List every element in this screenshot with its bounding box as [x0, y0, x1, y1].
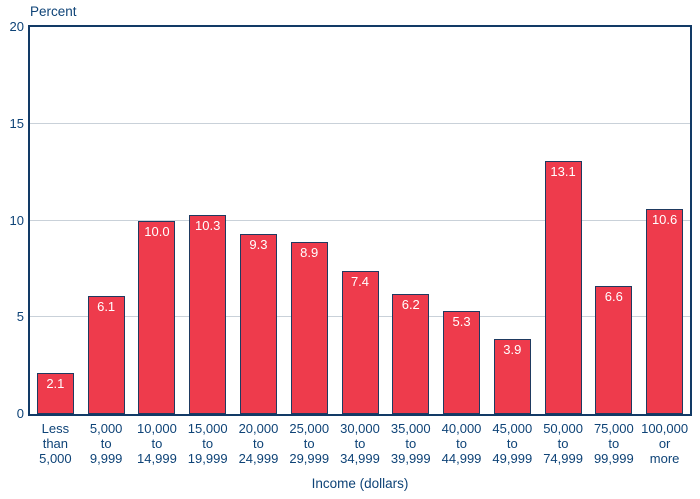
gridline	[30, 219, 690, 221]
x-tick-label: 50,000 to 74,999	[543, 421, 583, 466]
bar-value-label: 6.6	[604, 289, 623, 305]
bar-value-label: 13.1	[550, 163, 576, 179]
gridline	[30, 122, 690, 124]
x-tick-label: 35,000 to 39,999	[390, 421, 431, 466]
bar-value-label: 7.4	[350, 273, 370, 289]
bar: 9.3	[239, 234, 277, 414]
bar: 6.1	[87, 295, 125, 414]
y-tick-label: 20	[9, 19, 24, 34]
x-tick-label: 25,000 to 29,999	[289, 421, 330, 466]
x-tick-label: 100,000 or more	[641, 421, 689, 466]
bar: 10.0	[138, 220, 176, 414]
bar-value-label: 5.3	[452, 314, 471, 330]
y-tick-label: 0	[16, 406, 24, 421]
bar: 5.3	[443, 311, 481, 414]
bar-value-label: 10.6	[651, 211, 678, 227]
y-tick-label: 10	[9, 212, 24, 228]
bar-value-label: 2.1	[46, 376, 65, 392]
y-axis-title: Percent	[30, 4, 77, 19]
bar: 3.9	[493, 338, 531, 414]
bar-value-label: 6.1	[97, 298, 116, 314]
y-tick-label: 15	[9, 115, 24, 131]
bar: 6.2	[392, 294, 430, 414]
bar: 2.1	[36, 373, 74, 414]
bar-value-label: 10.0	[144, 223, 170, 239]
bar: 10.3	[189, 214, 227, 414]
bar: 8.9	[290, 241, 328, 414]
bars-layer: 2.1 6.1 10.0 10.3 9.3 8.9 7.4 6.2 5.3 3.9 13.1 6.6 1…	[30, 27, 690, 414]
x-tick-label: 10,000 to 14,999	[137, 421, 177, 466]
x-tick-label: 5,000 to 9,999	[89, 421, 123, 466]
x-axis-title: Income (dollars)	[311, 476, 409, 491]
bar: 6.6	[595, 286, 633, 414]
bar: 10.6	[646, 208, 684, 414]
bar-value-label: 3.9	[503, 341, 522, 357]
bar-value-label: 9.3	[249, 237, 268, 253]
bar-value-label: 8.9	[300, 244, 319, 260]
bar-value-label: 10.3	[195, 217, 221, 233]
y-tick-label: 5	[16, 309, 24, 325]
plot-area: 2.1 6.1 10.0 10.3 9.3 8.9 7.4 6.2 5.3 3.9 13.1 6.6 1…	[28, 25, 692, 416]
x-tick-label: Less than 5,000	[39, 421, 72, 466]
x-tick-label: 20,000 to 24,999	[238, 421, 279, 466]
bar: 7.4	[341, 270, 379, 414]
bar: 13.1	[544, 160, 582, 414]
x-tick-label: 45,000 to 49,999	[492, 421, 533, 466]
x-tick-label: 40,000 to 44,999	[441, 421, 482, 466]
x-tick-label: 15,000 to 19,999	[187, 421, 228, 466]
x-tick-label: 75,000 to 99,999	[593, 421, 634, 466]
x-tick-label: 30,000 to 34,999	[340, 421, 380, 466]
bar-value-label: 6.2	[401, 297, 420, 313]
